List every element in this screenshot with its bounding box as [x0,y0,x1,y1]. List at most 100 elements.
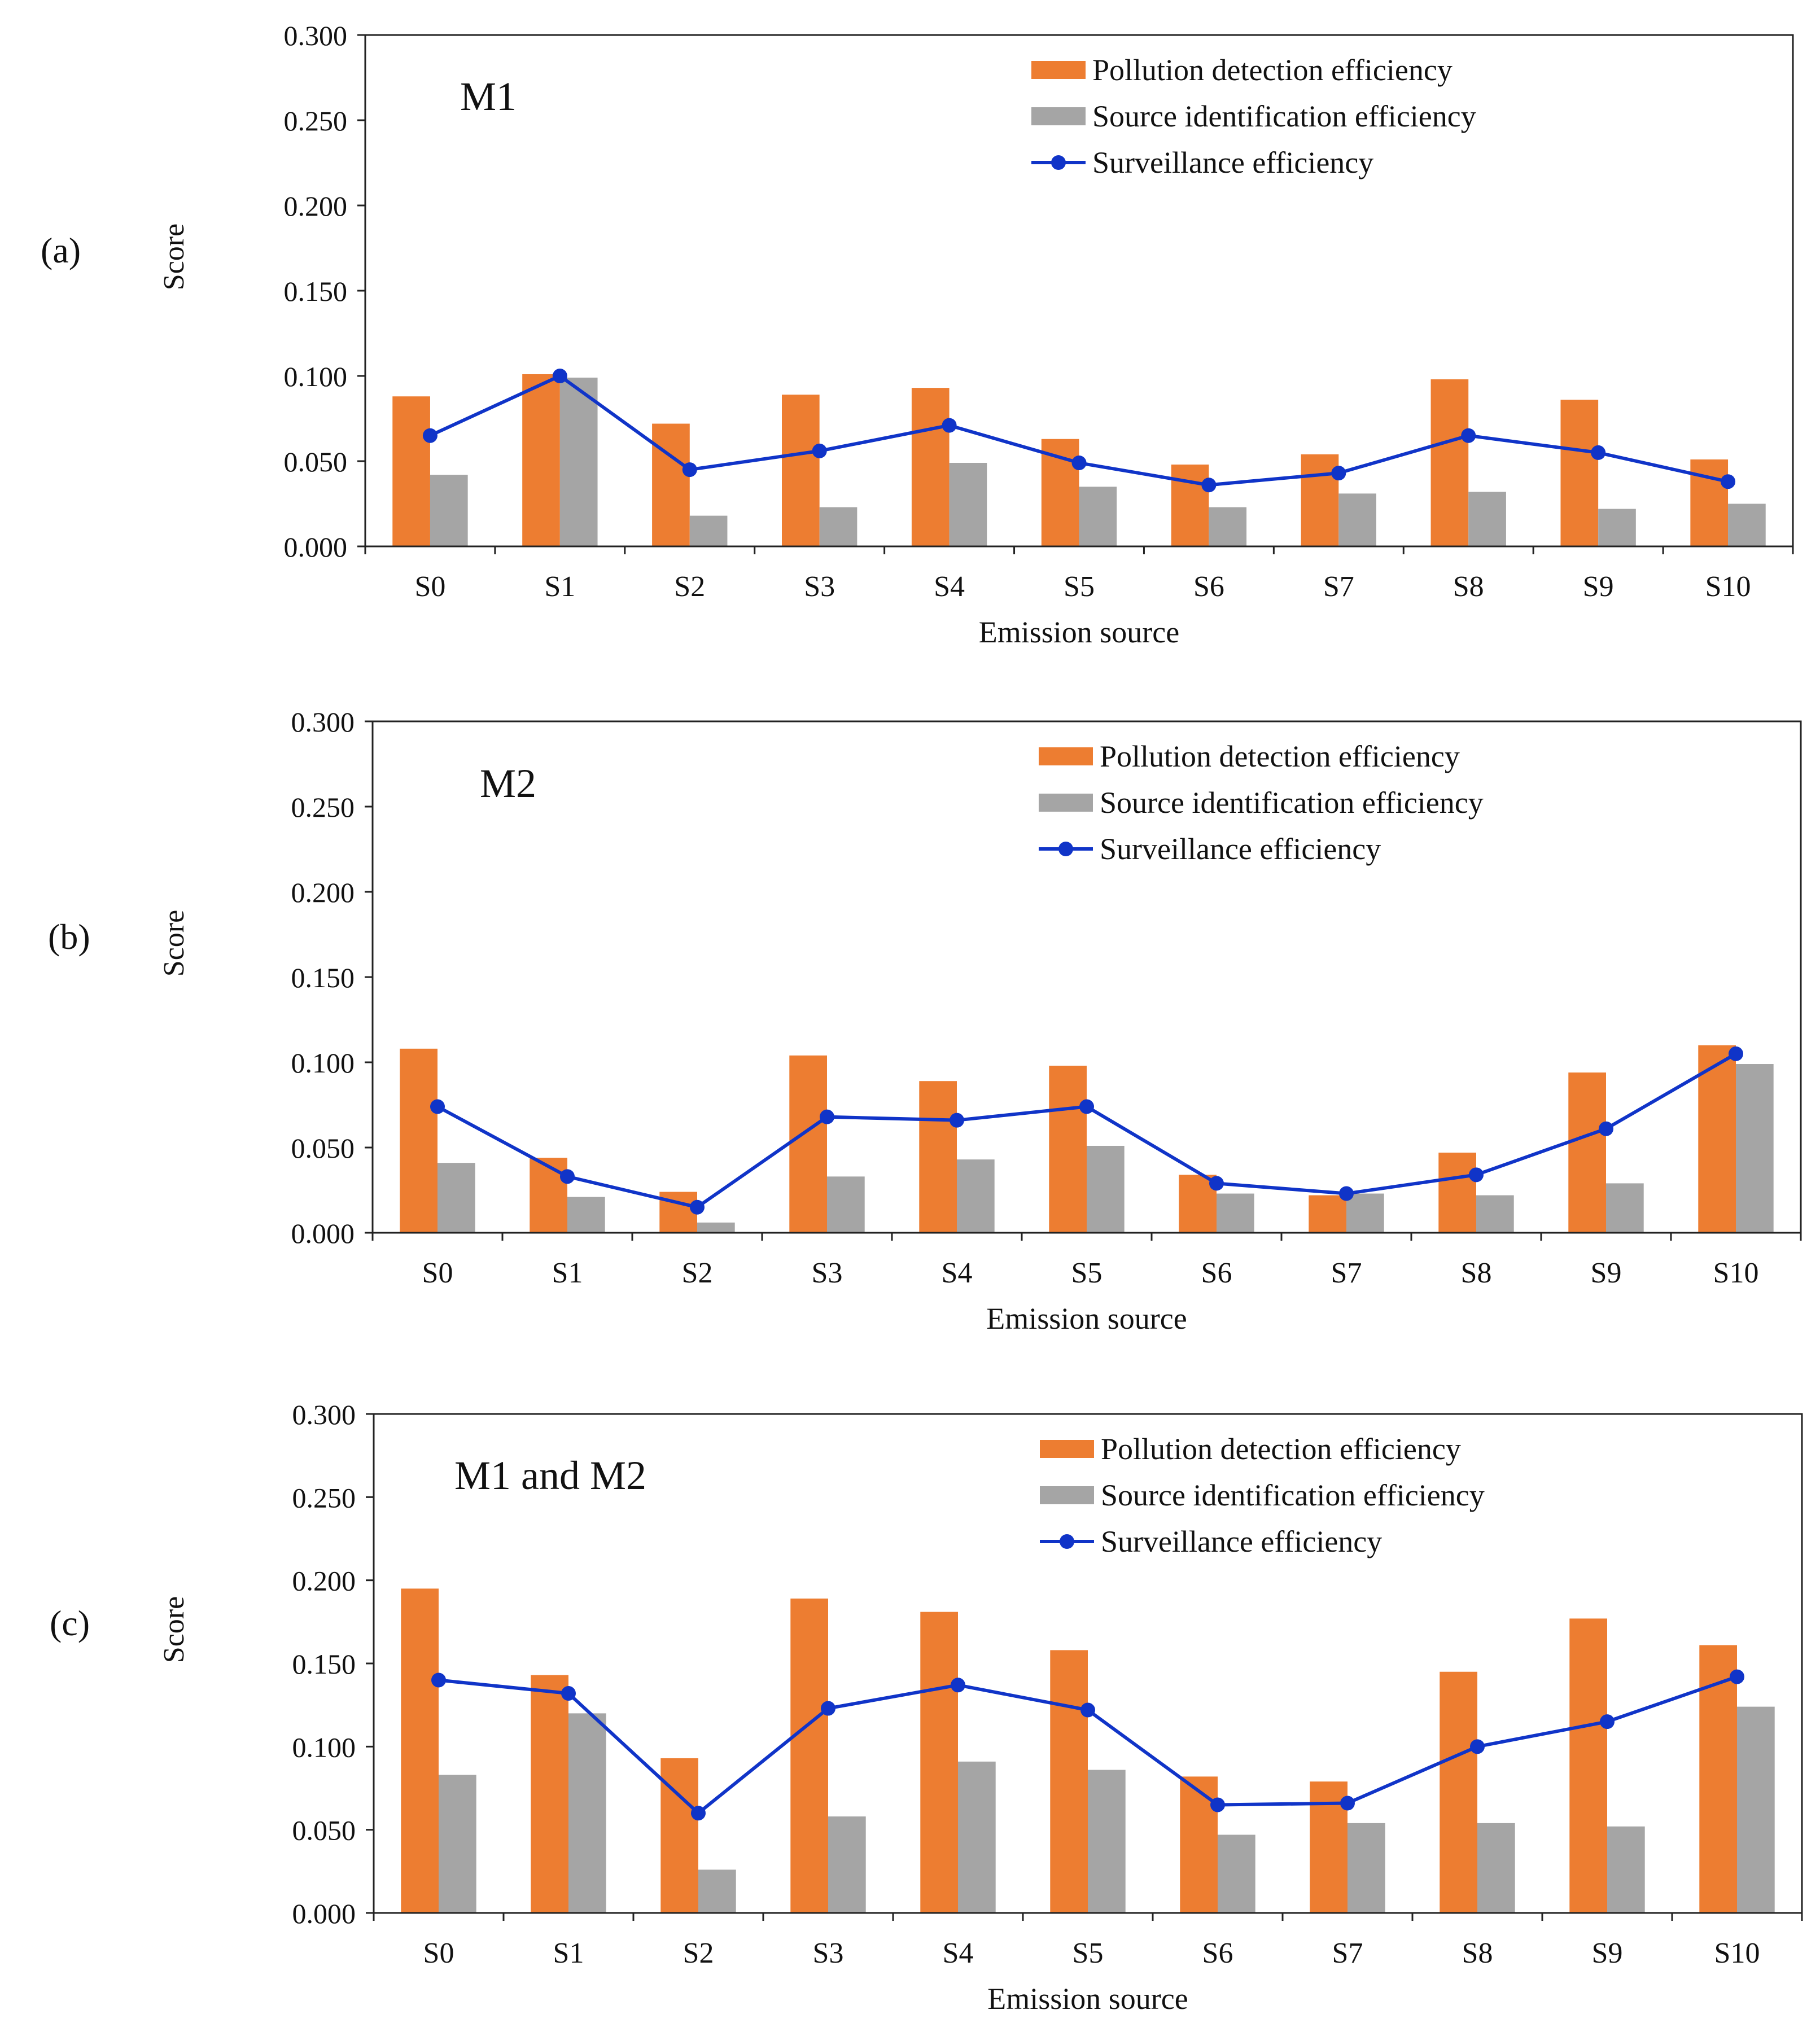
pollution-bar-s5 [1049,1066,1087,1233]
surveillance-point-s0 [422,428,438,443]
pollution-bar-s5 [1050,1650,1088,1913]
pollution-bar-s1 [522,374,560,546]
legend-label: Source identification efficiency [1101,1478,1485,1512]
source-bar-s6 [1218,1834,1255,1913]
surveillance-point-s7 [1331,466,1346,481]
x-tick-label: S10 [1705,571,1751,603]
x-tick-label: S5 [1071,1257,1102,1289]
y-axis-title: Score [158,910,190,977]
pollution-bar-s1 [530,1158,567,1233]
x-tick-label: S1 [552,1257,583,1289]
x-tick-label: S0 [423,1937,454,1969]
source-bar-s0 [430,475,468,546]
pollution-bar-s9 [1560,400,1599,546]
source-bar-s5 [1088,1770,1126,1913]
source-bar-s7 [1348,1823,1385,1913]
y-tick-label: 0.200 [292,1565,356,1597]
x-tick-label: S2 [683,1937,714,1969]
source-bar-s8 [1477,1823,1515,1913]
pollution-bar-s8 [1440,1671,1477,1913]
y-tick-label: 0.250 [291,791,355,823]
surveillance-point-s7 [1340,1796,1355,1811]
source-bar-s10 [1736,1064,1774,1233]
x-tick-label: S3 [804,571,835,603]
x-tick-label: S5 [1064,571,1095,603]
pollution-bar-s4 [920,1612,958,1913]
y-tick-label: 0.100 [291,1047,355,1079]
surveillance-point-s9 [1600,1714,1615,1729]
x-tick-label: S9 [1591,1257,1622,1289]
surveillance-point-s4 [951,1678,965,1693]
source-bar-s9 [1598,509,1636,546]
pollution-bar-s7 [1301,454,1339,546]
source-bar-s4 [949,463,987,546]
y-tick-label: 0.000 [284,531,348,563]
legend-swatch-source [1040,1486,1094,1504]
x-tick-label: S3 [812,1257,843,1289]
source-bar-s0 [438,1163,475,1233]
pollution-bar-s0 [400,1048,438,1233]
x-tick-label: S7 [1332,1937,1363,1969]
legend-swatch-source [1039,794,1093,812]
surveillance-point-s8 [1469,1167,1484,1183]
source-bar-s6 [1217,1193,1254,1233]
surveillance-point-s3 [821,1701,835,1716]
x-tick-label: S0 [414,571,445,603]
source-bar-s7 [1338,493,1376,546]
pollution-bar-s3 [782,395,820,546]
y-axis-title: Score [158,1596,190,1663]
surveillance-point-s6 [1210,1797,1225,1812]
source-bar-s1 [568,1713,606,1913]
x-tick-label: S8 [1461,1257,1492,1289]
source-bar-s0 [439,1775,476,1913]
x-tick-label: S1 [544,571,575,603]
legend-swatch-surveillance-marker [1060,1534,1074,1549]
source-bar-s2 [697,1222,735,1233]
x-tick-label: S9 [1592,1937,1623,1969]
legend-label: Surveillance efficiency [1100,832,1381,866]
pollution-bar-s9 [1569,1618,1607,1913]
source-bar-s2 [698,1869,736,1913]
surveillance-point-s6 [1201,478,1217,493]
pollution-bar-s1 [531,1675,568,1913]
surveillance-point-s5 [1071,456,1087,471]
y-tick-label: 0.250 [292,1482,356,1513]
source-bar-s9 [1606,1183,1644,1233]
legend-label: Pollution detection efficiency [1092,53,1453,87]
chart-title: M1 and M2 [454,1453,646,1498]
x-tick-label: S6 [1193,571,1224,603]
surveillance-point-s10 [1721,474,1736,489]
y-tick-label: 0.250 [284,105,348,137]
surveillance-point-s1 [552,369,567,383]
x-tick-label: S2 [674,571,705,603]
pollution-bar-s10 [1690,459,1729,546]
pollution-bar-s4 [911,388,950,546]
source-bar-s8 [1476,1195,1514,1233]
x-axis-title: Emission source [986,1302,1187,1335]
surveillance-point-s4 [950,1113,964,1128]
legend-swatch-pollution [1040,1440,1094,1458]
chart-title: M1 [460,74,517,119]
x-tick-label: S7 [1331,1257,1362,1289]
pollution-bar-s8 [1438,1153,1476,1233]
surveillance-point-s3 [812,443,827,458]
x-tick-label: S0 [422,1257,453,1289]
surveillance-point-s2 [690,1199,705,1215]
surveillance-point-s10 [1730,1669,1744,1684]
x-tick-label: S8 [1462,1937,1493,1969]
y-tick-label: 0.100 [292,1731,356,1763]
y-tick-label: 0.200 [291,877,355,908]
pollution-bar-s9 [1568,1072,1606,1233]
surveillance-point-s5 [1079,1099,1094,1114]
x-axis-title: Emission source [987,1982,1188,2016]
pollution-bar-s3 [789,1055,827,1233]
source-bar-s3 [828,1816,866,1913]
x-tick-label: S2 [682,1257,713,1289]
y-tick-label: 0.100 [284,361,348,392]
source-bar-s5 [1079,487,1117,546]
legend-swatch-pollution [1039,747,1093,765]
pollution-bar-s6 [1171,465,1209,546]
source-bar-s7 [1346,1193,1384,1233]
pollution-bar-s6 [1180,1776,1218,1913]
